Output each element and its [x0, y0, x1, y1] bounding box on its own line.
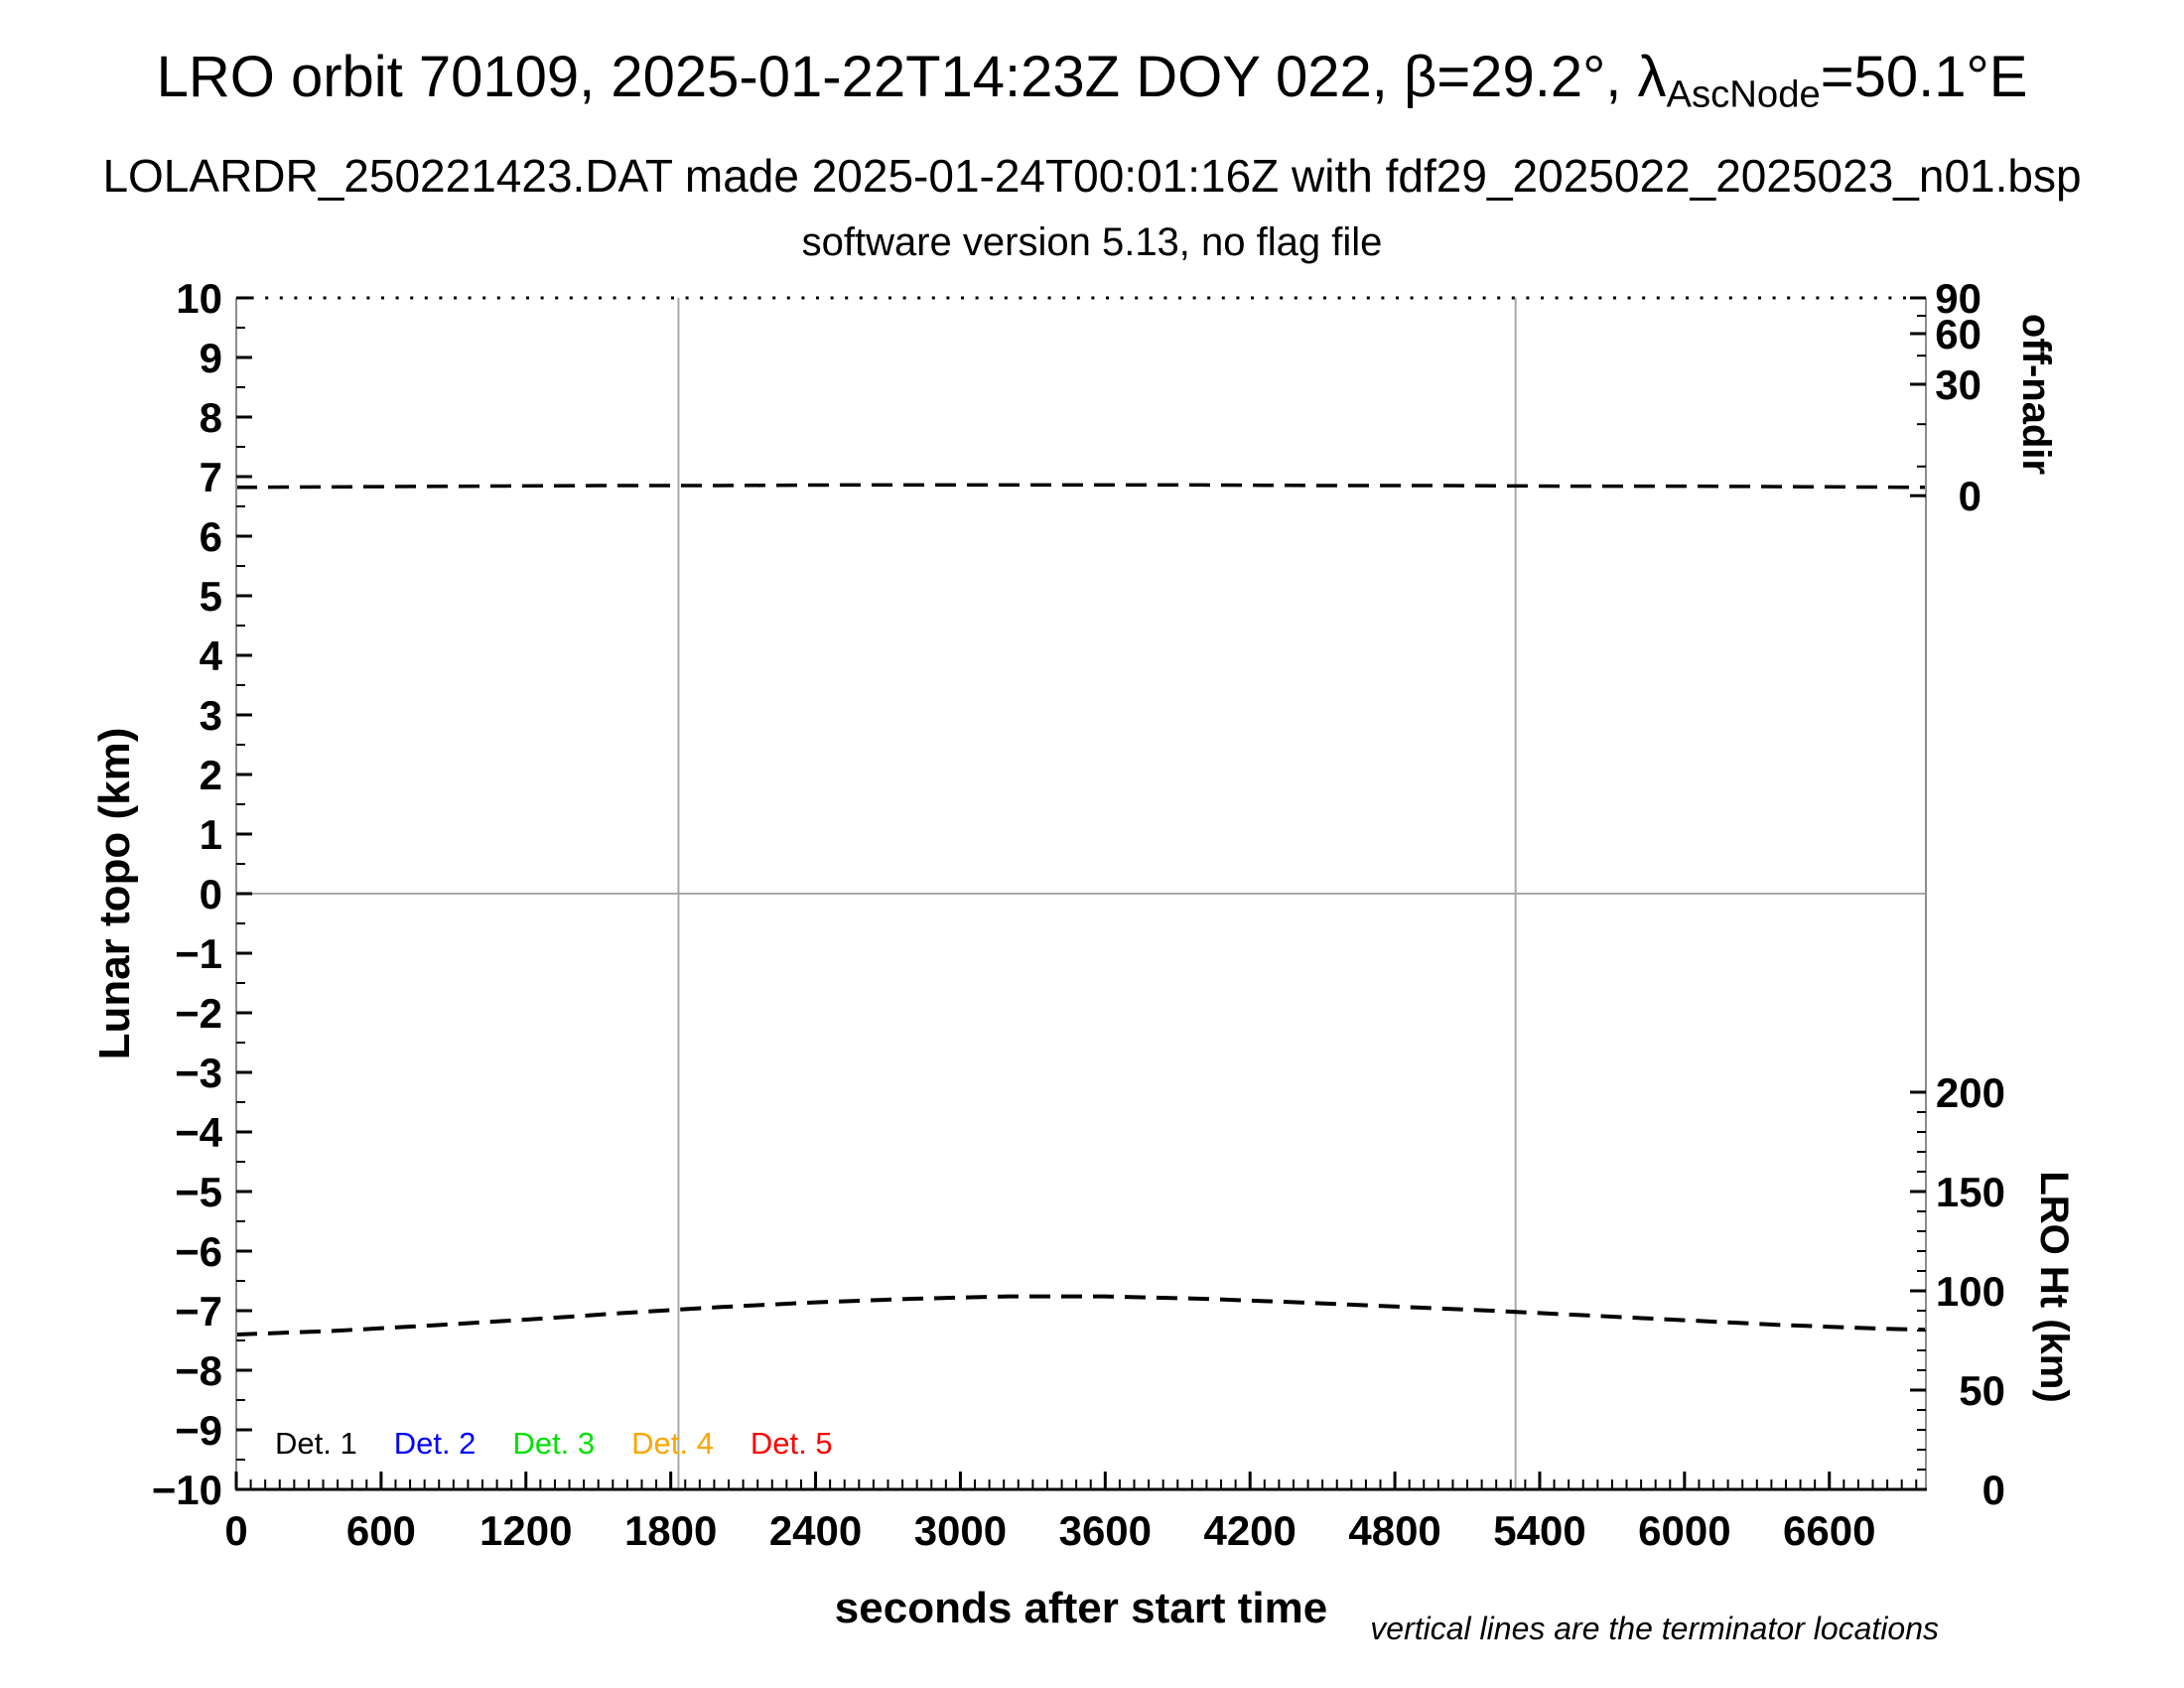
offnadir-tick-label: 60 — [1935, 311, 1981, 357]
left-tick-label: 7 — [200, 454, 222, 500]
off-nadir-series-line — [235, 483, 1927, 490]
lroht-tick-label: 200 — [1936, 1069, 2005, 1116]
x-tick-label: 3000 — [914, 1507, 1007, 1554]
left-tick-label: −8 — [175, 1347, 222, 1394]
plot-title-suffix: =50.1°E — [1820, 45, 2028, 109]
left-tick-label: 8 — [200, 394, 222, 441]
left-tick-label: 3 — [200, 692, 222, 739]
left-tick-label: 4 — [200, 633, 223, 679]
offnadir-tick-label: 90 — [1935, 275, 1981, 322]
left-tick-label: −4 — [175, 1109, 223, 1156]
left-tick-label: −10 — [152, 1467, 222, 1513]
plot-title-main: LRO orbit 70109, 2025-01-22T14:23Z DOY 0… — [156, 45, 1667, 109]
y-axis-label-left: Lunar topo (km) — [90, 728, 139, 1060]
x-tick-label: 600 — [346, 1507, 416, 1554]
lroht-tick-label: 150 — [1936, 1169, 2005, 1215]
y-axis-label-lro-ht: LRO Ht (km) — [2032, 1171, 2076, 1402]
plot-title: LRO orbit 70109, 2025-01-22T14:23Z DOY 0… — [0, 46, 2184, 116]
left-tick-label: 9 — [200, 335, 222, 381]
x-tick-label: 2400 — [769, 1507, 862, 1554]
left-tick-label: −6 — [175, 1228, 222, 1275]
left-tick-label: −9 — [175, 1407, 222, 1454]
left-tick-label: 1 — [200, 811, 222, 858]
legend-det-2: Det. 2 — [393, 1426, 477, 1461]
x-tick-label: 3600 — [1059, 1507, 1152, 1554]
terminator-note: vertical lines are the terminator locati… — [1370, 1611, 1939, 1646]
offnadir-tick-label: 0 — [1959, 473, 1981, 519]
left-tick-label: −1 — [175, 930, 222, 977]
x-tick-label: 1200 — [479, 1507, 572, 1554]
legend-det-5: Det. 5 — [750, 1426, 833, 1461]
x-tick-label: 6000 — [1638, 1507, 1730, 1554]
y-axis-label-offnadir: off-nadir — [2014, 314, 2058, 475]
left-tick-label: −2 — [175, 990, 222, 1037]
x-tick-label: 0 — [224, 1507, 247, 1554]
x-tick-label: 4800 — [1348, 1507, 1440, 1554]
plot-title-subscript: AscNode — [1666, 72, 1821, 116]
left-tick-label: 2 — [200, 752, 222, 798]
left-tick-label: 6 — [200, 513, 222, 560]
x-tick-label: 5400 — [1493, 1507, 1585, 1554]
legend: Det. 1 Det. 2 Det. 3 Det. 4 Det. 5 — [275, 1426, 833, 1462]
plot-subtitle: LOLARDR_250221423.DAT made 2025-01-24T00… — [102, 150, 2082, 202]
lroht-tick-label: 100 — [1936, 1268, 2005, 1315]
left-tick-label: 5 — [200, 573, 222, 620]
left-tick-label: −7 — [175, 1288, 222, 1335]
offnadir-tick-label: 30 — [1935, 361, 1981, 408]
left-tick-label: −5 — [175, 1169, 222, 1215]
plot-software-line: software version 5.13, no flag file — [801, 220, 1383, 264]
left-tick-label: 10 — [176, 275, 222, 322]
lroht-tick-label: 0 — [1982, 1467, 2005, 1513]
left-tick-label: 0 — [200, 871, 222, 917]
lro-height-series-line — [235, 1294, 1927, 1336]
x-tick-label: 4200 — [1203, 1507, 1296, 1554]
legend-det-3: Det. 3 — [512, 1426, 596, 1461]
legend-det-4: Det. 4 — [631, 1426, 714, 1461]
x-tick-label: 6600 — [1783, 1507, 1875, 1554]
legend-det-1: Det. 1 — [275, 1426, 357, 1461]
x-tick-label: 1800 — [624, 1507, 717, 1554]
lroht-tick-label: 50 — [1959, 1367, 2005, 1414]
left-tick-label: −3 — [175, 1050, 222, 1096]
x-axis-label: seconds after start time — [835, 1584, 1327, 1632]
